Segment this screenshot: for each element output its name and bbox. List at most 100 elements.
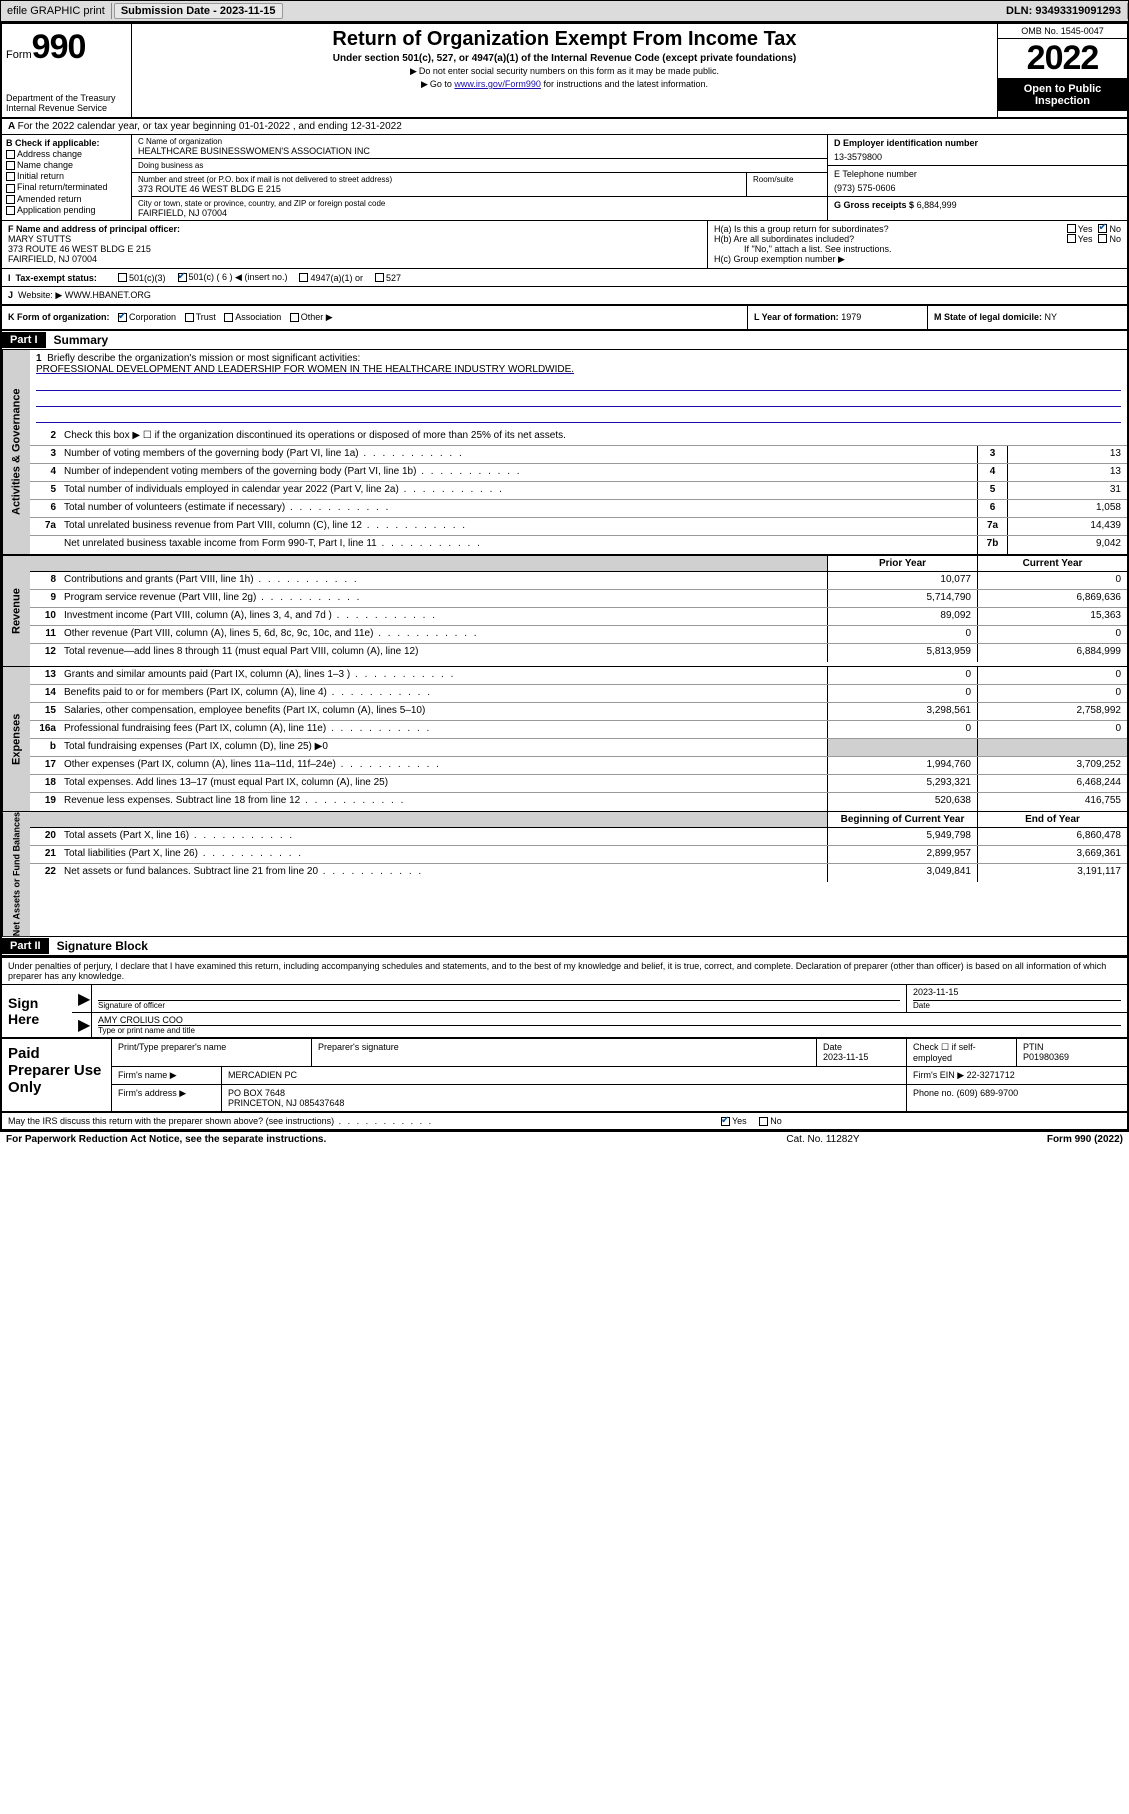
firm-addr2: PRINCETON, NJ 085437648 [228,1098,900,1108]
dept-label: Department of the Treasury [6,93,127,103]
trust-checkbox[interactable] [185,313,194,322]
box-b-title: B Check if applicable: [6,138,127,148]
self-employed-check[interactable]: Check ☐ if self-employed [907,1039,1017,1066]
firm-name: MERCADIEN PC [222,1067,907,1084]
line-16b: Total fundraising expenses (Part IX, col… [60,739,827,756]
line-5-val: 31 [1007,482,1127,499]
checkbox-name-change[interactable] [6,161,15,170]
line-22: Net assets or fund balances. Subtract li… [60,864,827,882]
line-7a-text: Total unrelated business revenue from Pa… [60,518,977,535]
name-title-label: Type or print name and title [98,1026,1121,1035]
cat-number: Cat. No. 11282Y [723,1134,923,1145]
side-expenses: Expenses [2,667,30,811]
hb-no-checkbox[interactable] [1098,234,1107,243]
line-11: Other revenue (Part VIII, column (A), li… [60,626,827,643]
gross-receipts-value: 6,884,999 [917,200,957,210]
line-8: Contributions and grants (Part VIII, lin… [60,572,827,589]
line-19: Revenue less expenses. Subtract line 18 … [60,793,827,811]
corp-checkbox[interactable] [118,313,127,322]
line-3-text: Number of voting members of the governin… [60,446,977,463]
row-k-l-m: K Form of organization: Corporation Trus… [2,306,1127,331]
form-year-box: OMB No. 1545-0047 2022 Open to Public In… [997,24,1127,117]
box-f: F Name and address of principal officer:… [2,221,707,268]
form-title-box: Return of Organization Exempt From Incom… [132,24,997,117]
line-1: 1 Briefly describe the organization's mi… [30,350,1127,428]
line-17: Other expenses (Part IX, column (A), lin… [60,757,827,774]
box-b: B Check if applicable: Address change Na… [2,135,132,220]
info-grid: B Check if applicable: Address change Na… [2,135,1127,221]
officer-addr1: 373 ROUTE 46 WEST BLDG E 215 [8,244,701,254]
side-netassets: Net Assets or Fund Balances [2,812,30,936]
room-suite-label: Room/suite [747,173,827,196]
ha-no-checkbox[interactable] [1098,224,1107,233]
firm-addr-label: Firm's address ▶ [112,1085,222,1111]
line-3-val: 13 [1007,446,1127,463]
discuss-row: May the IRS discuss this return with the… [2,1113,1127,1129]
side-revenue: Revenue [2,556,30,666]
submission-date-button[interactable]: Submission Date - 2023-11-15 [114,3,283,19]
checkbox-initial-return[interactable] [6,172,15,181]
irs-link[interactable]: www.irs.gov/Form990 [454,79,541,89]
pra-notice: For Paperwork Reduction Act Notice, see … [6,1134,723,1145]
box-k: K Form of organization: Corporation Trus… [2,306,747,329]
ha-yes-checkbox[interactable] [1067,224,1076,233]
prep-date: 2023-11-15 [823,1052,868,1062]
checkbox-amended[interactable] [6,195,15,204]
dba-label: Doing business as [138,161,821,170]
omb-number: OMB No. 1545-0047 [998,24,1127,39]
box-j: J Website: ▶ WWW.HBANET.ORG [2,287,1127,305]
501c-checkbox[interactable] [178,273,187,282]
discuss-yes-checkbox[interactable] [721,1117,730,1126]
top-toolbar: efile GRAPHIC print Submission Date - 20… [0,0,1129,22]
box-l: L Year of formation: 1979 [747,306,927,329]
527-checkbox[interactable] [375,273,384,282]
line-7b-text: Net unrelated business taxable income fr… [60,536,977,554]
col-headers-rev: Prior Year Current Year [30,556,1127,572]
line-12: Total revenue—add lines 8 through 11 (mu… [60,644,827,662]
line-10: Investment income (Part VIII, column (A)… [60,608,827,625]
part-2-header: Part II Signature Block [2,937,1127,956]
line-20: Total assets (Part X, line 16) [60,828,827,845]
checkbox-final-return[interactable] [6,184,15,193]
line-2: Check this box ▶ ☐ if the organization d… [60,428,1127,445]
col-headers-net: Beginning of Current Year End of Year [30,812,1127,828]
hc-label: H(c) Group exemption number ▶ [714,254,1121,265]
firm-phone: (609) 689-9700 [957,1088,1019,1098]
firm-name-label: Firm's name ▶ [112,1067,222,1084]
prep-sig-label: Preparer's signature [312,1039,817,1066]
discuss-no-checkbox[interactable] [759,1117,768,1126]
side-governance: Activities & Governance [2,350,30,554]
page-footer: For Paperwork Reduction Act Notice, see … [0,1131,1129,1147]
checkbox-address-change[interactable] [6,150,15,159]
other-checkbox[interactable] [290,313,299,322]
tax-year: 2022 [998,39,1127,79]
signature-section: Under penalties of perjury, I declare th… [2,956,1127,1129]
checkbox-app-pending[interactable] [6,206,15,215]
phone-label: E Telephone number [834,169,1121,179]
sign-here-label: Sign Here [2,985,72,1037]
501c3-checkbox[interactable] [118,273,127,282]
sig-officer-label: Signature of officer [98,1001,900,1010]
city-value: FAIRFIELD, NJ 07004 [138,208,821,218]
dln-label: DLN: 93493319091293 [1000,3,1128,19]
line-15: Salaries, other compensation, employee b… [60,703,827,720]
mission-text: PROFESSIONAL DEVELOPMENT AND LEADERSHIP … [36,364,574,375]
4947-checkbox[interactable] [299,273,308,282]
phone-value: (973) 575-0606 [834,183,1121,193]
form-id-box: Form990 Department of the Treasury Inter… [2,24,132,117]
form-word: Form [6,49,32,61]
hb-yes-checkbox[interactable] [1067,234,1076,243]
line-6-text: Total number of volunteers (estimate if … [60,500,977,517]
ein-label: D Employer identification number [834,138,1121,148]
assoc-checkbox[interactable] [224,313,233,322]
box-m: M State of legal domicile: NY [927,306,1127,329]
form-number: 990 [32,28,86,66]
website-value: WWW.HBANET.ORG [65,290,151,300]
hb-label: H(b) Are all subordinates included? [714,234,1067,244]
line-14: Benefits paid to or for members (Part IX… [60,685,827,702]
irs-label: Internal Revenue Service [6,103,127,113]
open-to-public: Open to Public Inspection [998,79,1127,111]
signature-declaration: Under penalties of perjury, I declare th… [2,958,1127,985]
paid-preparer-section: Paid Preparer Use Only Print/Type prepar… [2,1039,1127,1113]
box-de: D Employer identification number 13-3579… [827,135,1127,220]
